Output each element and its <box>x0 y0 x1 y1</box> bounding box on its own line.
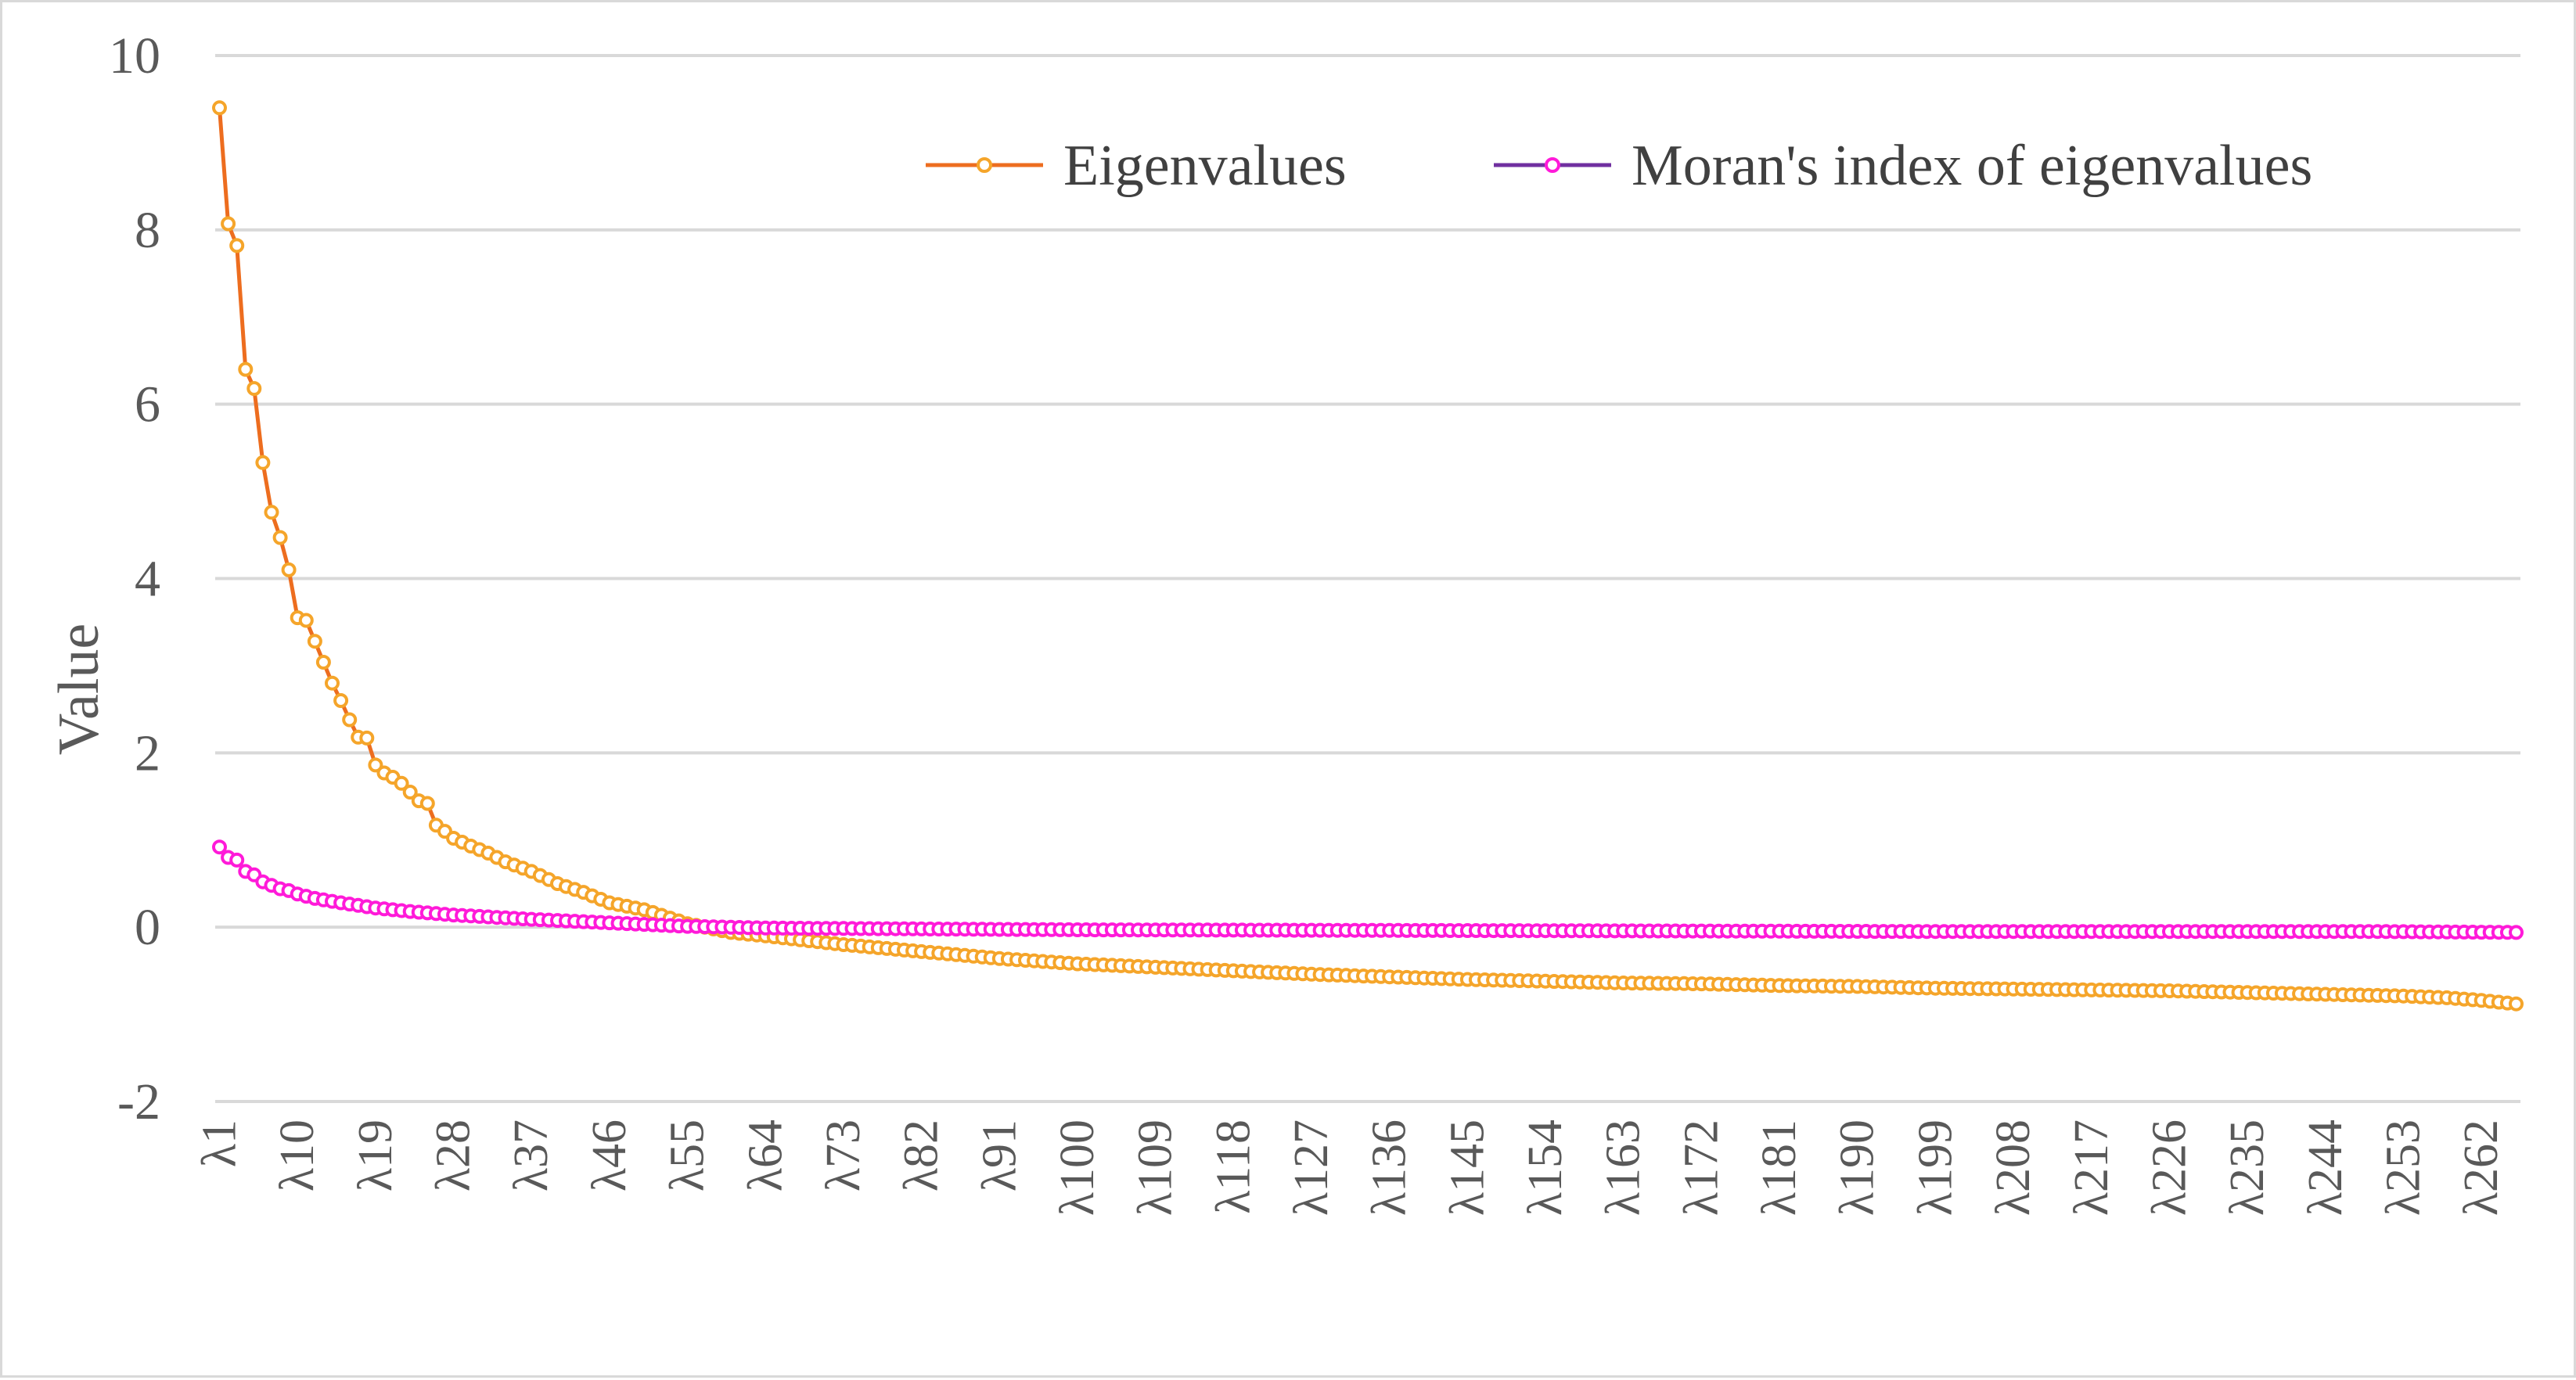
data-point <box>315 655 331 670</box>
x-tick-label: λ244 <box>2299 1119 2352 1216</box>
x-tick-label: λ73 <box>817 1119 870 1191</box>
y-tick-label: 6 <box>135 376 160 433</box>
x-tick-label: λ82 <box>895 1119 948 1191</box>
x-tick-label: λ46 <box>583 1119 636 1191</box>
x-tick-label: λ10 <box>271 1119 324 1191</box>
data-point <box>212 100 227 116</box>
y-tick-label: 10 <box>109 27 160 84</box>
data-point <box>229 852 245 868</box>
x-tick-label: λ127 <box>1285 1119 1338 1216</box>
data-point <box>325 675 340 691</box>
data-point <box>342 712 358 728</box>
data-point <box>359 730 375 746</box>
data-point <box>394 775 409 791</box>
data-point <box>333 693 349 708</box>
series-line <box>218 107 2517 1006</box>
series-eigenvalues <box>212 100 2524 1012</box>
x-tick-label: λ100 <box>1051 1119 1104 1216</box>
data-point <box>419 796 435 811</box>
data-point <box>2509 996 2524 1012</box>
y-tick-layer: 10 8 6 4 2 0 -2 <box>109 27 160 1130</box>
x-tick-label: λ136 <box>1363 1119 1416 1216</box>
x-tick-label: λ199 <box>1909 1119 1962 1216</box>
x-tick-layer: λ1 λ10 λ19 λ28 λ37 λ46 λ55 λ64 λ73 λ82 λ91 λ100 λ109… <box>193 1119 2509 1216</box>
x-tick-label: λ145 <box>1441 1119 1494 1216</box>
data-point <box>229 238 245 253</box>
legend-item: Moran's index of eigenvalues <box>1494 134 2312 198</box>
x-tick-label: λ64 <box>739 1119 792 1191</box>
data-point <box>307 634 322 649</box>
x-tick-label: λ91 <box>973 1119 1026 1191</box>
x-tick-label: λ235 <box>2221 1119 2274 1216</box>
y-tick-label: 2 <box>135 724 160 782</box>
data-point <box>238 361 254 377</box>
y-axis-title: Value <box>47 624 111 756</box>
data-point <box>272 530 288 545</box>
x-tick-label: λ181 <box>1753 1119 1806 1216</box>
x-tick-label: λ37 <box>505 1119 558 1191</box>
x-tick-label: λ19 <box>349 1119 402 1191</box>
legend-label: Eigenvalues <box>1063 134 1347 198</box>
x-tick-label: λ262 <box>2455 1119 2508 1216</box>
data-point <box>221 216 236 232</box>
x-tick-label: λ253 <box>2376 1119 2430 1216</box>
x-tick-label: λ172 <box>1675 1119 1728 1216</box>
data-point <box>264 505 279 520</box>
x-tick-label: λ226 <box>2142 1119 2196 1216</box>
y-tick-label: 4 <box>135 551 160 608</box>
data-point <box>402 785 418 800</box>
legend-item: Eigenvalues <box>926 134 1347 198</box>
series-morans-index <box>212 839 2524 940</box>
x-tick-label: λ1 <box>193 1119 246 1167</box>
legend: Eigenvalues Moran's index of eigenvalues <box>926 134 2312 198</box>
y-tick-label: 8 <box>135 202 160 259</box>
x-tick-label: λ55 <box>661 1119 714 1191</box>
data-point <box>255 455 271 470</box>
grid-layer <box>215 54 2520 1103</box>
y-tick-label: 0 <box>135 899 160 956</box>
data-point <box>246 381 262 397</box>
data-point <box>298 613 314 628</box>
x-tick-label: λ154 <box>1519 1119 1572 1216</box>
data-point <box>212 839 227 855</box>
data-point <box>281 562 297 577</box>
series-layer <box>212 100 2524 1012</box>
legend-label: Moran's index of eigenvalues <box>1632 134 2312 198</box>
x-tick-label: λ190 <box>1831 1119 1884 1216</box>
x-tick-label: λ217 <box>2065 1119 2118 1216</box>
data-point <box>2509 925 2524 940</box>
y-tick-label: -2 <box>117 1073 160 1130</box>
x-tick-label: λ118 <box>1207 1119 1260 1214</box>
legend-marker <box>977 157 992 173</box>
x-tick-label: λ28 <box>427 1119 480 1191</box>
legend-marker <box>1545 157 1560 173</box>
x-tick-label: λ208 <box>1987 1119 2040 1216</box>
x-tick-label: λ163 <box>1597 1119 1650 1216</box>
data-point <box>368 757 383 773</box>
x-tick-label: λ109 <box>1129 1119 1182 1216</box>
